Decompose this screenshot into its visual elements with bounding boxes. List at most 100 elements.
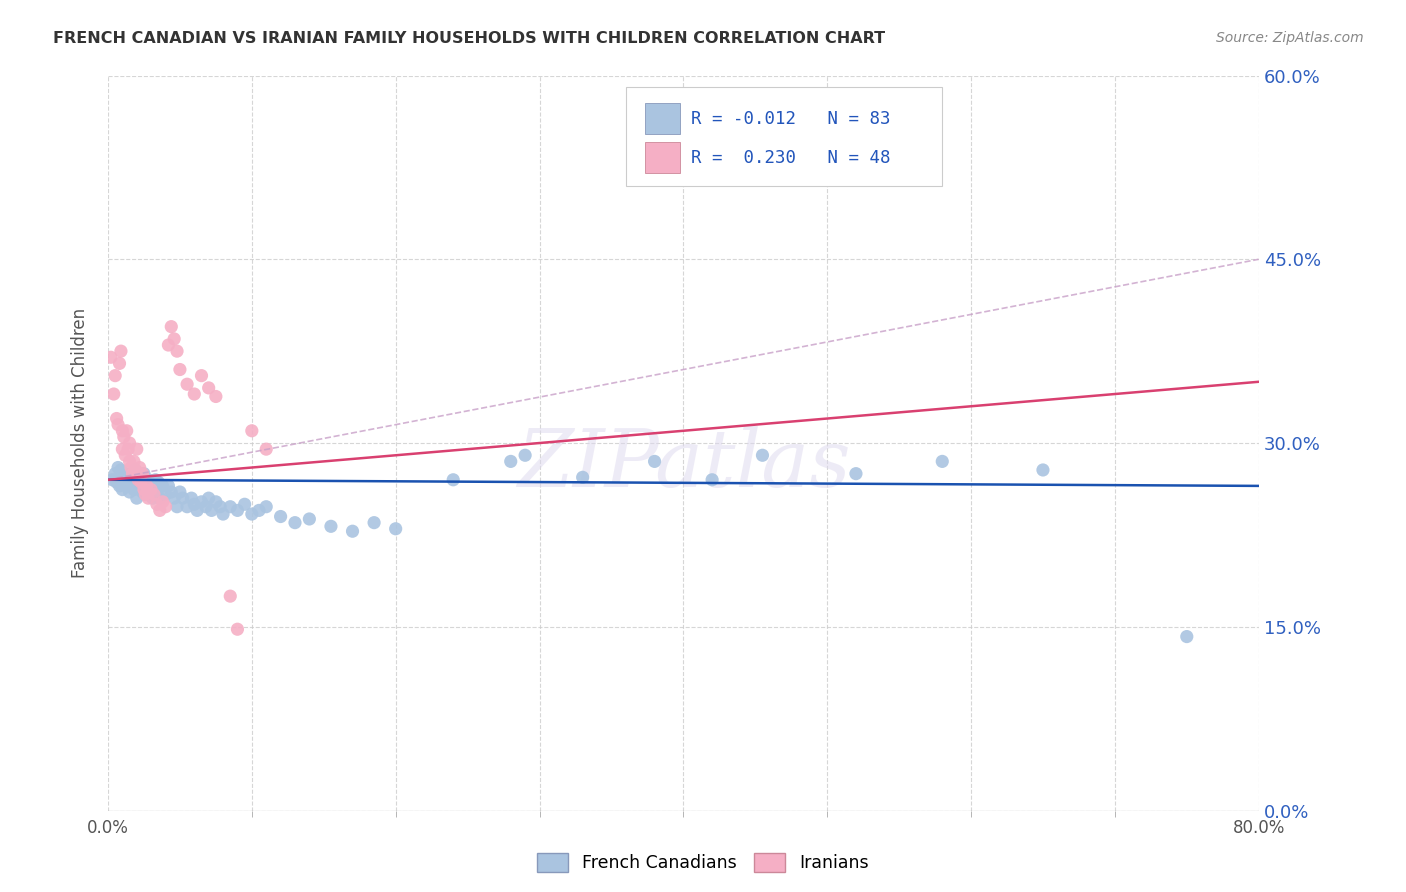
Point [111, 467, 134, 482]
Point [1032, 463, 1054, 477]
FancyBboxPatch shape [645, 103, 681, 135]
Legend: French Canadians, Iranians: French Canadians, Iranians [530, 846, 876, 879]
Point [209, 500, 232, 514]
Point [183, 497, 205, 511]
Point [142, 491, 165, 505]
Point [127, 473, 149, 487]
Point [138, 485, 160, 500]
FancyBboxPatch shape [645, 143, 681, 173]
Point [176, 377, 198, 392]
Point [194, 500, 217, 514]
Point [169, 362, 191, 376]
Point [112, 430, 135, 444]
Point [118, 485, 141, 500]
Point [233, 497, 256, 511]
Point [155, 487, 177, 501]
Point [172, 491, 194, 505]
Point [571, 470, 593, 484]
Point [183, 387, 205, 401]
Point [240, 424, 263, 438]
Point [110, 344, 132, 359]
Point [127, 473, 149, 487]
Point [111, 483, 134, 497]
Point [132, 479, 155, 493]
Point [166, 500, 188, 514]
Point [931, 454, 953, 468]
Point [108, 479, 131, 493]
Point [107, 417, 129, 432]
Point [125, 491, 148, 505]
Point [499, 454, 522, 468]
Point [1175, 630, 1198, 644]
Point [114, 448, 136, 462]
Point [114, 467, 136, 481]
Point [124, 463, 146, 477]
Point [148, 475, 170, 490]
Point [145, 473, 167, 487]
Point [114, 475, 136, 490]
Point [284, 516, 307, 530]
Point [120, 467, 142, 481]
Point [136, 491, 159, 505]
Point [139, 483, 162, 497]
Point [319, 519, 342, 533]
Point [226, 622, 249, 636]
Point [247, 503, 270, 517]
Point [122, 470, 145, 484]
Point [135, 479, 157, 493]
Point [163, 491, 186, 505]
Point [129, 475, 152, 490]
Point [134, 487, 156, 501]
Point [125, 442, 148, 457]
Point [166, 344, 188, 359]
Point [103, 387, 125, 401]
Point [104, 467, 127, 481]
Point [363, 516, 385, 530]
FancyBboxPatch shape [626, 87, 942, 186]
Point [200, 503, 222, 517]
Point [190, 368, 212, 383]
Point [186, 503, 208, 517]
Point [115, 470, 138, 484]
Point [146, 497, 169, 511]
Point [131, 485, 153, 500]
Point [205, 495, 228, 509]
Point [845, 467, 868, 481]
Point [342, 524, 364, 539]
Point [122, 483, 145, 497]
Point [163, 332, 186, 346]
Point [169, 485, 191, 500]
Point [152, 479, 174, 493]
Point [108, 470, 131, 484]
Point [121, 475, 143, 490]
Point [100, 351, 122, 365]
Point [117, 479, 139, 493]
Point [298, 512, 321, 526]
Point [115, 424, 138, 438]
Point [101, 473, 124, 487]
Point [111, 424, 134, 438]
Text: R =  0.230   N = 48: R = 0.230 N = 48 [692, 149, 891, 167]
Point [219, 589, 242, 603]
Point [110, 463, 132, 477]
Point [104, 368, 127, 383]
Point [139, 475, 162, 490]
Point [219, 500, 242, 514]
Point [205, 389, 228, 403]
Point [155, 500, 177, 514]
Point [240, 507, 263, 521]
Point [226, 503, 249, 517]
Point [124, 463, 146, 477]
Point [197, 491, 219, 505]
Point [212, 507, 235, 521]
Point [384, 522, 406, 536]
Point [118, 436, 141, 450]
Point [105, 411, 128, 425]
Point [131, 467, 153, 481]
Point [157, 338, 180, 352]
Point [121, 467, 143, 481]
Point [149, 491, 172, 505]
Point [160, 485, 183, 500]
Point [644, 454, 666, 468]
Point [111, 442, 134, 457]
